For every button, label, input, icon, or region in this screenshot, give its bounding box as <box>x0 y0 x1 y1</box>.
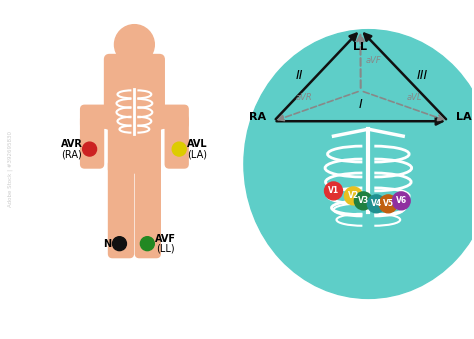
Text: aVF: aVF <box>365 56 381 65</box>
Text: AVL: AVL <box>187 139 208 149</box>
FancyBboxPatch shape <box>81 115 103 168</box>
Text: AVF: AVF <box>155 234 176 244</box>
Text: (RA): (RA) <box>61 149 82 159</box>
Text: V1: V1 <box>328 186 339 195</box>
Text: AVR: AVR <box>61 139 82 149</box>
Circle shape <box>379 195 397 213</box>
Circle shape <box>392 192 410 210</box>
Text: V3: V3 <box>358 196 369 205</box>
FancyBboxPatch shape <box>152 105 188 128</box>
Text: (LA): (LA) <box>187 149 207 159</box>
Circle shape <box>140 237 155 251</box>
Text: RA: RA <box>249 112 266 122</box>
Circle shape <box>355 192 373 210</box>
Circle shape <box>82 142 97 156</box>
Text: V2: V2 <box>348 192 359 200</box>
Circle shape <box>325 182 342 200</box>
FancyBboxPatch shape <box>109 160 133 258</box>
Text: aVL: aVL <box>406 93 422 102</box>
Text: LL: LL <box>354 42 367 52</box>
FancyBboxPatch shape <box>81 105 117 128</box>
FancyBboxPatch shape <box>109 115 160 173</box>
FancyBboxPatch shape <box>136 160 160 258</box>
Text: V6: V6 <box>396 196 407 205</box>
Text: V5: V5 <box>383 199 394 208</box>
Circle shape <box>172 142 186 156</box>
Text: aVR: aVR <box>295 93 312 102</box>
Circle shape <box>112 237 127 251</box>
Text: V4: V4 <box>371 199 382 208</box>
Text: I: I <box>359 98 363 111</box>
Circle shape <box>115 25 155 64</box>
Text: III: III <box>417 69 428 82</box>
Circle shape <box>345 187 362 205</box>
Text: Adobe Stock | #392695830: Adobe Stock | #392695830 <box>8 131 13 207</box>
Circle shape <box>367 195 385 213</box>
Text: (LL): (LL) <box>156 244 174 254</box>
Bar <box>125 44 145 65</box>
Text: N: N <box>103 239 111 249</box>
Ellipse shape <box>244 29 474 298</box>
Text: LA: LA <box>456 112 472 122</box>
Text: II: II <box>295 69 303 82</box>
FancyBboxPatch shape <box>105 55 164 129</box>
FancyBboxPatch shape <box>165 115 188 168</box>
